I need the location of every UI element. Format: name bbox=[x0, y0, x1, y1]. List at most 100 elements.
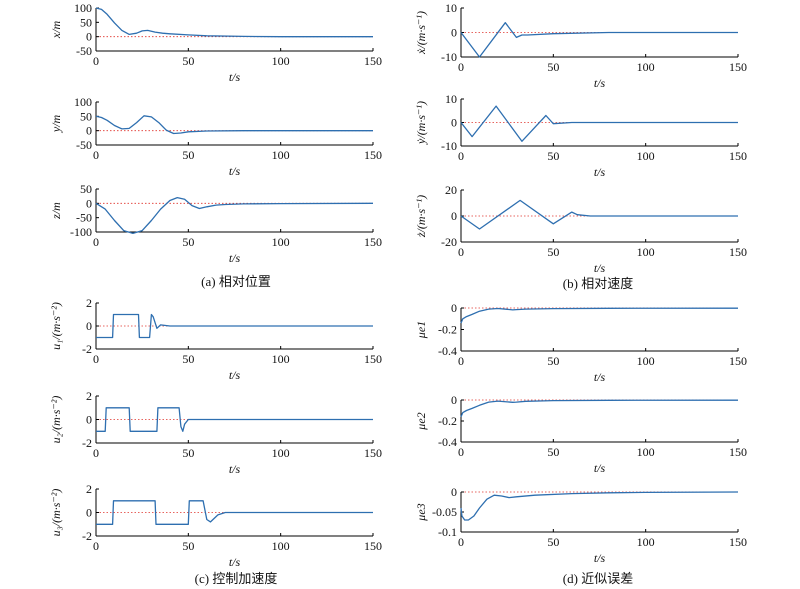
x-tick-label: 50 bbox=[547, 354, 559, 368]
x-tick-label: 150 bbox=[729, 445, 747, 459]
series-line-vy bbox=[460, 105, 738, 142]
y-tick-label: 50 bbox=[80, 109, 92, 123]
x-tick-label: 50 bbox=[547, 445, 559, 459]
x-tick-label: 100 bbox=[637, 445, 655, 459]
x-tick-label: 0 bbox=[93, 539, 99, 553]
x-tick-label: 150 bbox=[729, 149, 747, 163]
y-axis-label: u₂/(m·s⁻²) bbox=[49, 396, 63, 444]
y-tick-label: 50 bbox=[80, 15, 92, 29]
x-tick-label: 50 bbox=[182, 446, 194, 460]
x-axis-label: t/s bbox=[594, 370, 606, 384]
x-axis-label: t/s bbox=[229, 462, 241, 476]
x-tick-label: 150 bbox=[364, 539, 382, 553]
y-axis-label: ẋ/(m·s⁻¹) bbox=[414, 11, 428, 55]
y-tick-label: 10 bbox=[445, 92, 457, 106]
y-tick-label: 0 bbox=[86, 30, 92, 44]
y-tick-label: -0.4 bbox=[438, 435, 457, 449]
y-tick-label: 20 bbox=[445, 183, 457, 197]
x-tick-label: 0 bbox=[93, 446, 99, 460]
x-tick-label: 150 bbox=[364, 148, 382, 162]
x-tick-label: 50 bbox=[547, 149, 559, 163]
y-axis-label: μe1 bbox=[414, 321, 428, 339]
series-line-mu2 bbox=[460, 399, 739, 418]
x-tick-label: 100 bbox=[272, 539, 290, 553]
y-tick-label: 0 bbox=[86, 196, 92, 210]
x-tick-label: 150 bbox=[364, 352, 382, 366]
series-line-x bbox=[95, 7, 373, 38]
x-tick-label: 50 bbox=[182, 539, 194, 553]
y-axis-label: μe2 bbox=[414, 412, 428, 430]
x-tick-label: 0 bbox=[458, 149, 464, 163]
x-tick-label: 150 bbox=[364, 446, 382, 460]
y-tick-label: -50 bbox=[76, 211, 92, 225]
y-tick-label: -2 bbox=[82, 529, 92, 543]
x-tick-label: 100 bbox=[637, 149, 655, 163]
y-tick-label: 0 bbox=[86, 413, 92, 427]
y-axis-label: u₃/(m·s⁻²) bbox=[49, 489, 63, 537]
x-tick-label: 100 bbox=[637, 245, 655, 259]
x-tick-label: 0 bbox=[458, 354, 464, 368]
series-line-mu3 bbox=[460, 491, 739, 521]
x-tick-label: 0 bbox=[93, 148, 99, 162]
panel-mu2: 0 50 100 150 -0.4 -0.2 0 t/s μe2 bbox=[414, 393, 747, 475]
x-axis-label: t/s bbox=[594, 551, 606, 565]
x-tick-label: 150 bbox=[364, 235, 382, 249]
x-tick-label: 0 bbox=[93, 54, 99, 68]
x-tick-label: 150 bbox=[729, 354, 747, 368]
y-axis-label: μe3 bbox=[414, 503, 428, 521]
y-tick-label: 0 bbox=[451, 116, 457, 130]
x-tick-label: 150 bbox=[729, 245, 747, 259]
y-tick-label: 0 bbox=[86, 506, 92, 520]
x-tick-label: 100 bbox=[272, 148, 290, 162]
y-tick-label: 0 bbox=[451, 26, 457, 40]
y-tick-label: 100 bbox=[74, 1, 92, 15]
series-line-u2 bbox=[96, 407, 373, 432]
y-tick-label: -0.05 bbox=[432, 505, 457, 519]
y-tick-label: -0.2 bbox=[438, 323, 457, 337]
y-axis-label: y/m bbox=[49, 115, 63, 134]
y-axis-label: u₁/(m·s⁻²) bbox=[49, 302, 63, 350]
x-tick-label: 50 bbox=[182, 352, 194, 366]
x-axis-label: t/s bbox=[229, 368, 241, 382]
x-tick-label: 0 bbox=[93, 352, 99, 366]
y-tick-label: 100 bbox=[74, 95, 92, 109]
y-tick-label: -2 bbox=[82, 342, 92, 356]
y-axis-label: ẏ/(m·s⁻¹) bbox=[414, 101, 428, 145]
y-axis-label: x/m bbox=[49, 21, 63, 40]
y-tick-label: 0 bbox=[451, 485, 457, 499]
x-tick-label: 100 bbox=[637, 354, 655, 368]
x-axis-label: t/s bbox=[229, 164, 241, 178]
y-tick-label: 2 bbox=[86, 389, 92, 403]
x-tick-label: 0 bbox=[93, 235, 99, 249]
series-line-u3 bbox=[96, 500, 373, 525]
series-line-vz bbox=[460, 199, 738, 230]
x-tick-label: 150 bbox=[729, 535, 747, 549]
y-tick-label: 2 bbox=[86, 296, 92, 310]
x-tick-label: 50 bbox=[182, 235, 194, 249]
x-tick-label: 50 bbox=[182, 148, 194, 162]
x-axis-label: t/s bbox=[594, 461, 606, 475]
y-tick-label: -50 bbox=[76, 138, 92, 152]
x-axis-label: t/s bbox=[229, 70, 241, 84]
x-tick-label: 100 bbox=[637, 60, 655, 74]
x-tick-label: 0 bbox=[458, 445, 464, 459]
y-tick-label: -0.4 bbox=[438, 344, 457, 358]
x-tick-label: 100 bbox=[272, 352, 290, 366]
x-tick-label: 50 bbox=[547, 535, 559, 549]
x-tick-label: 50 bbox=[182, 54, 194, 68]
x-axis-label: t/s bbox=[594, 261, 606, 275]
y-tick-label: -0.2 bbox=[438, 414, 457, 428]
x-tick-label: 100 bbox=[637, 535, 655, 549]
y-tick-label: 50 bbox=[80, 182, 92, 196]
caption-d: (d) 近似误差 bbox=[563, 571, 633, 586]
x-tick-label: 100 bbox=[272, 446, 290, 460]
y-tick-label: -100 bbox=[70, 225, 92, 239]
